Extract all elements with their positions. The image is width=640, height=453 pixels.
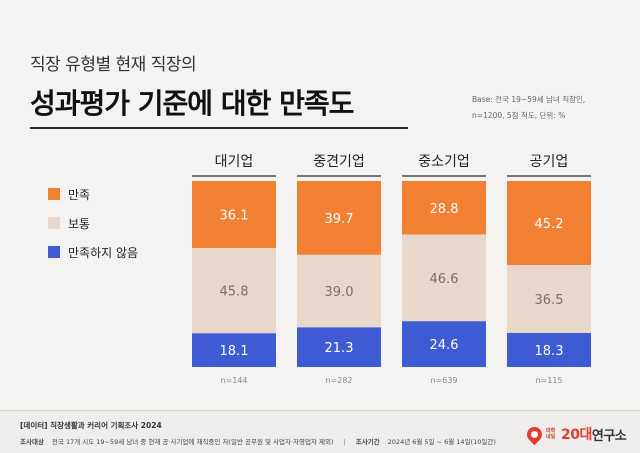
- data-label-dissatisfied: 18.1: [220, 344, 249, 359]
- bar-segment-neutral: [402, 234, 486, 322]
- legend-swatch-dissatisfied: [48, 246, 60, 258]
- bar-segment-dissatisfied: [402, 321, 486, 367]
- bar-segment-dissatisfied: [297, 327, 381, 367]
- sample-size-label: n=639: [430, 376, 457, 385]
- base-note-line2: n=1200, 5점 척도, 단위: %: [472, 111, 566, 120]
- legend: 만족 보통 만족하지 않음: [48, 186, 138, 273]
- stacked-bar-chart: 대기업 36.1 45.8 18.1 n=144 중견기업 39.7 39.0 21.3 n=28…: [192, 154, 591, 385]
- base-note: Base: 전국 19~59세 남녀 직장인, n=1200, 5점 척도, 단…: [472, 92, 585, 124]
- legend-label-neutral: 보통: [68, 216, 91, 231]
- data-label-neutral: 36.5: [535, 293, 564, 308]
- data-label-neutral: 46.6: [430, 272, 459, 287]
- logo: 대학내일 20대 연구소: [523, 423, 627, 445]
- legend-swatch-neutral: [48, 217, 60, 229]
- logo-number: 20대: [561, 427, 592, 443]
- data-label-satisfied: 45.2: [535, 217, 564, 232]
- data-label-neutral: 39.0: [325, 285, 354, 300]
- data-label-dissatisfied: 21.3: [325, 341, 354, 356]
- legend-label-satisfied: 만족: [68, 187, 91, 202]
- legend-swatch-satisfied: [48, 188, 60, 200]
- category-label: 중견기업: [313, 154, 365, 170]
- bar-segment-satisfied: [297, 181, 381, 255]
- data-label-satisfied: 39.7: [325, 212, 354, 227]
- footer-period-label: 조사기간: [355, 438, 380, 446]
- sample-size-label: n=144: [220, 376, 247, 385]
- legend-item-dissatisfied: 만족하지 않음: [48, 244, 138, 260]
- legend-label-dissatisfied: 만족하지 않음: [68, 245, 139, 260]
- legend-item-neutral: 보통: [48, 215, 138, 231]
- sample-size-label: n=115: [535, 376, 562, 385]
- title-underline: [30, 127, 408, 129]
- sample-size-label: n=282: [325, 376, 352, 385]
- footer-period-text: 2024년 6월 5일 ~ 6월 14일(10일간): [387, 438, 496, 446]
- data-label-dissatisfied: 18.3: [535, 344, 564, 359]
- footer-target-label: 조사대상: [20, 438, 44, 446]
- chart-title: 성과평가 기준에 대한 만족도: [30, 87, 354, 120]
- data-label-dissatisfied: 24.6: [430, 338, 459, 353]
- data-label-neutral: 45.8: [220, 285, 249, 300]
- bar-segment-dissatisfied: [507, 332, 591, 367]
- logo-pin-icon: [523, 423, 546, 445]
- logo-text: 연구소: [591, 428, 627, 444]
- bar-segment-neutral: [507, 265, 591, 333]
- footer-separator: |: [343, 438, 346, 446]
- chart-subtitle: 직장 유형별 현재 직장의: [30, 55, 197, 75]
- category-label: 대기업: [215, 154, 254, 170]
- bar-segment-neutral: [192, 248, 276, 334]
- bar-segment-neutral: [297, 254, 381, 328]
- legend-item-satisfied: 만족: [48, 186, 138, 202]
- data-label-satisfied: 36.1: [220, 209, 249, 224]
- category-label: 중소기업: [418, 154, 470, 170]
- bar-segment-satisfied: [192, 181, 276, 249]
- bar-segment-dissatisfied: [192, 333, 276, 367]
- footer: [데이터] 직장생활과 커리어 기획조사 2024 조사대상 전국 17개 시도 …: [0, 410, 640, 453]
- footer-target-text: 전국 17개 시도 19~59세 남녀 중 현재 공·사기업에 재직중인 자(일…: [51, 438, 334, 446]
- category-label: 공기업: [530, 154, 569, 170]
- base-note-line1: Base: 전국 19~59세 남녀 직장인,: [472, 95, 586, 104]
- footer-source: [데이터] 직장생활과 커리어 기획조사 2024: [20, 421, 162, 430]
- logo-small-text: 대학내일: [546, 428, 556, 440]
- bar-segment-satisfied: [507, 181, 591, 266]
- bar-segment-satisfied: [402, 181, 486, 235]
- data-label-satisfied: 28.8: [430, 202, 459, 217]
- footer-details: 조사대상 전국 17개 시도 19~59세 남녀 중 현재 공·사기업에 재직중인…: [20, 436, 496, 446]
